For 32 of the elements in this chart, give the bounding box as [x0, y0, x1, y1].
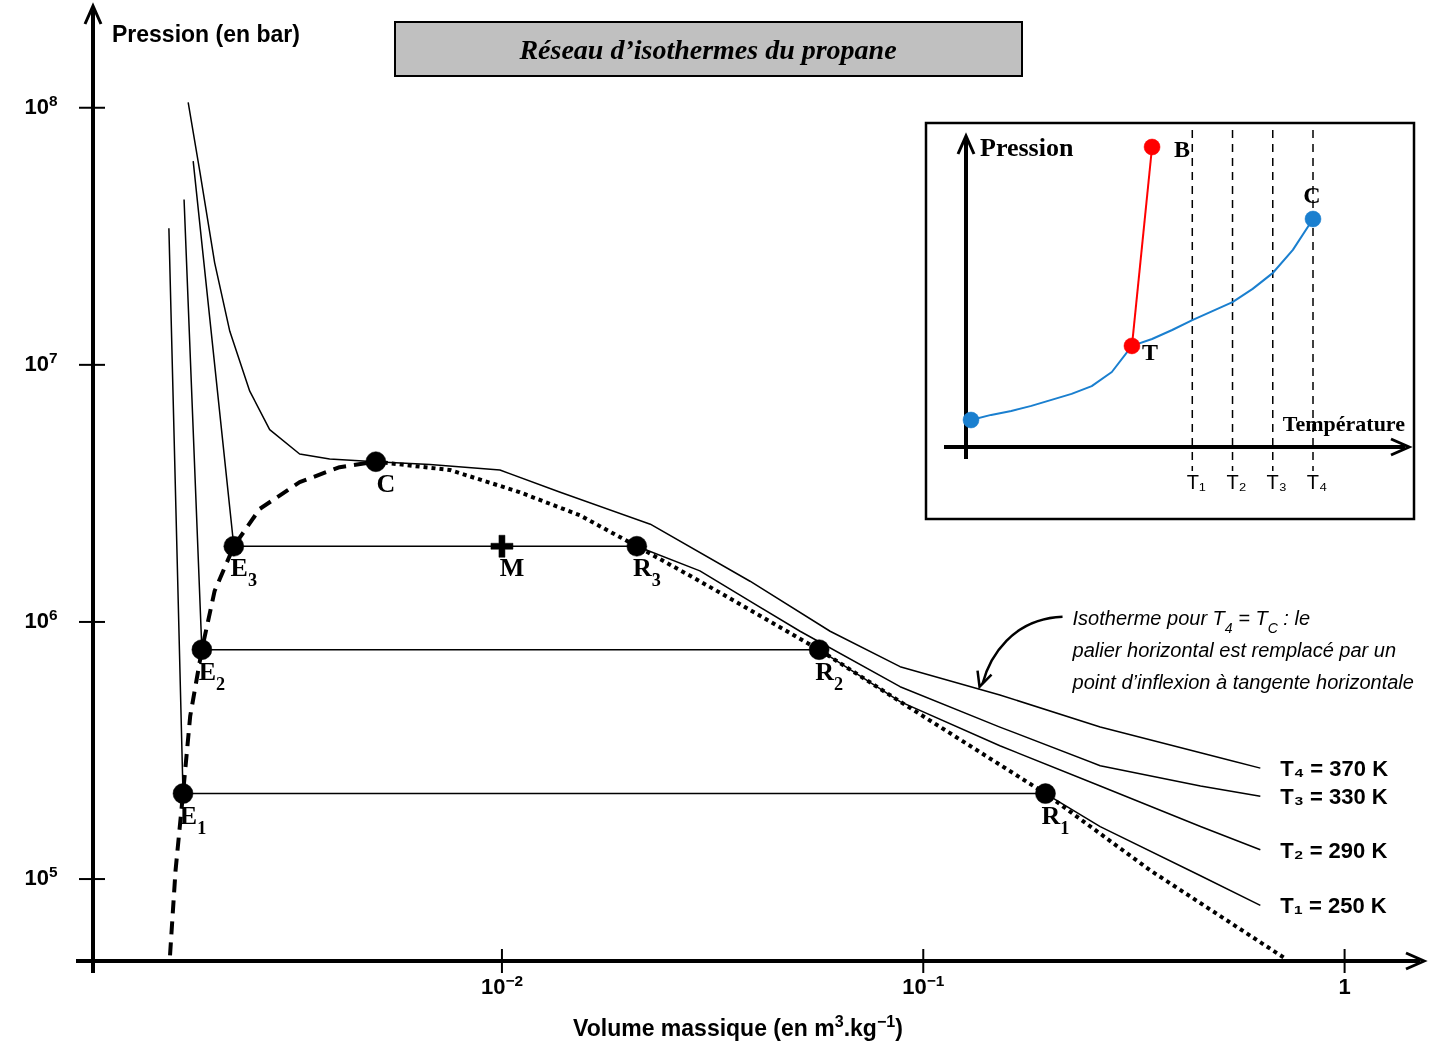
y-tick-label: 10$^{7}$	[24, 348, 58, 376]
y-tick-label: 10$^{6}$	[24, 605, 58, 633]
annotation: T	[1141, 338, 1158, 365]
y-tick-label: 10$^{8}$	[24, 91, 58, 119]
annotation: C	[1303, 182, 1321, 208]
x-tick-label: 10$^{−2}$	[480, 971, 523, 999]
x-tick-label: T₂	[1226, 471, 1247, 493]
annotation: M	[499, 553, 525, 583]
series-label: T₂ = 290 K	[1280, 837, 1388, 863]
series-label: T₁ = 250 K	[1280, 893, 1387, 919]
x-axis-title: Température	[1282, 411, 1406, 436]
series-label: T₃ = 330 K	[1280, 784, 1388, 810]
annotation: E$_{1}$	[179, 800, 207, 838]
x-tick-label: T₃	[1266, 471, 1287, 493]
annotation: B	[1173, 136, 1191, 162]
y-axis-title: Pression	[980, 133, 1074, 162]
annotation: C	[376, 468, 396, 498]
title-box: Réseau d’isothermes du propane	[394, 21, 1023, 77]
annotation: R$_{1}$	[1041, 800, 1070, 838]
annotation: R$_{2}$	[815, 656, 844, 694]
annotation: E$_{3}$	[230, 553, 258, 591]
x-tick-label: 10$^{−1}$	[902, 971, 945, 999]
series-label: T₄ = 370 K	[1280, 756, 1389, 782]
x-axis-title: Volume massique (en m$^{3}$.kg$^{−1}$)	[573, 1012, 903, 1041]
x-tick-label: T₄	[1306, 471, 1328, 493]
y-tick-label: 10$^{5}$	[24, 862, 58, 891]
annotation: E$_{2}$	[198, 656, 226, 694]
annotation: Isotherme pour T$_{4}$ = T$_{C}$ : le palier horizontal est remplacé par un point d’inflexion à tangente horizontale	[1071, 606, 1414, 693]
x-tick-label: T₁	[1186, 471, 1207, 493]
y-axis-title: Pression (en bar)	[112, 21, 300, 47]
x-tick-label: 1	[1338, 974, 1351, 999]
annotation: R$_{3}$	[632, 553, 661, 591]
